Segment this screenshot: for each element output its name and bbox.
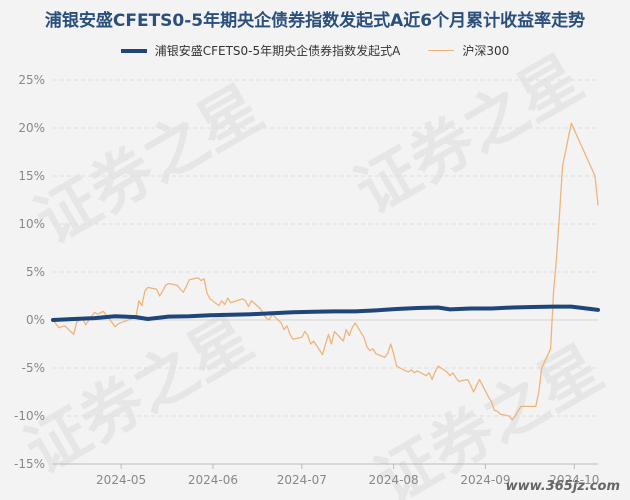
x-tick-label-4: 2024-09 [460, 473, 510, 487]
y-tick-label-6: -5% [22, 361, 45, 375]
watermark-text-2: 证券之星 [13, 301, 264, 488]
chart-legend: 浦银安盛CFETS0-5年期央企债券指数发起式A 沪深300 [0, 42, 630, 59]
x-tick-label-2: 2024-07 [277, 473, 327, 487]
legend-item-csi300[interactable]: 沪深300 [428, 42, 509, 59]
y-tick-label-0: 25% [18, 73, 45, 87]
series-layer [51, 122, 600, 421]
x-tick-label-3: 2024-08 [369, 473, 419, 487]
legend-swatch-csi300 [428, 50, 455, 51]
x-tick-label-1: 2024-06 [188, 473, 238, 487]
series-line-fund [51, 304, 600, 322]
x-axis: 2024-05 2024-06 2024-07 2024-08 2024-09 2024-… [53, 463, 599, 487]
y-tick-label-3: 10% [18, 217, 45, 231]
y-tick-label-2: 15% [18, 169, 45, 183]
y-tick-label-1: 20% [18, 121, 45, 135]
legend-label-csi300: 沪深300 [462, 44, 510, 58]
legend-swatch-fund [120, 48, 147, 53]
y-tick-label-5: 0% [26, 313, 45, 327]
x-tick-label-5: 2024-10 [549, 473, 599, 487]
chart-title: 浦银安盛CFETS0-5年期央企债券指数发起式A近6个月累计收益率走势 [44, 11, 586, 31]
x-tick-label-0: 2024-05 [96, 473, 146, 487]
legend-label-fund: 浦银安盛CFETS0-5年期央企债券指数发起式A [154, 44, 401, 58]
y-tick-label-7: -10% [14, 409, 45, 423]
series-line-csi300 [52, 122, 599, 421]
y-tick-label-4: 5% [26, 265, 45, 279]
site-watermark: www.365jz.com [505, 479, 620, 494]
y-axis: 25% 20% 15% 10% 5% 0% -5% -10% -15% [14, 73, 45, 471]
legend-item-fund[interactable]: 浦银安盛CFETS0-5年期央企债券指数发起式A [120, 42, 401, 59]
watermark-text-0: 证券之星 [23, 71, 274, 258]
y-tick-label-8: -15% [14, 457, 45, 471]
watermark-text-1: 证券之星 [343, 41, 594, 228]
